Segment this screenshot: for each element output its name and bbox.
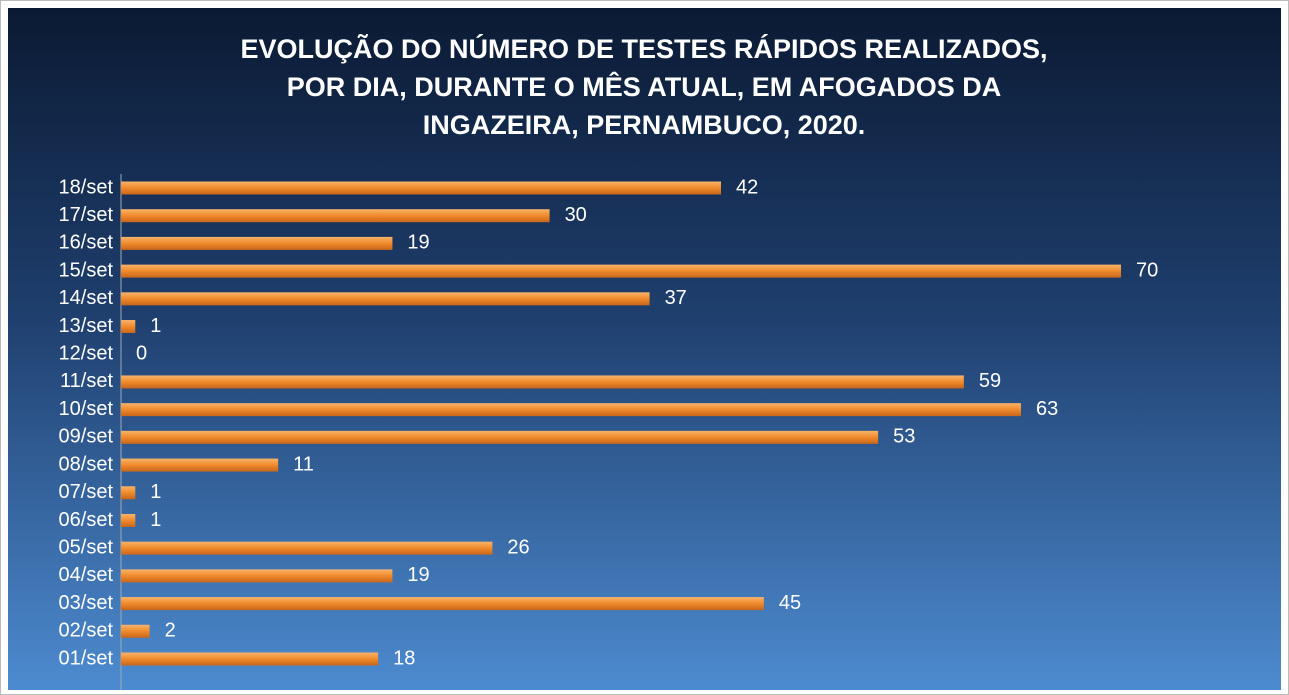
y-tick-label: 10/set	[59, 398, 114, 420]
y-tick-label: 01/set	[59, 647, 114, 669]
chart-title: EVOLUÇÃO DO NÚMERO DE TESTES RÁPIDOS REA…	[240, 33, 1047, 64]
data-label: 1	[150, 509, 161, 531]
bar	[121, 209, 550, 223]
y-tick-label: 05/set	[59, 536, 114, 558]
y-tick-label: 16/set	[59, 232, 114, 254]
y-tick-label: 13/set	[59, 315, 114, 337]
chart-title: POR DIA, DURANTE O MÊS ATUAL, EM AFOGADO…	[287, 71, 1002, 102]
y-tick-label: 17/set	[59, 204, 114, 226]
bar	[121, 236, 393, 250]
y-tick-label: 15/set	[59, 259, 114, 281]
y-tick-label: 07/set	[59, 481, 114, 503]
bar	[121, 430, 879, 444]
y-tick-label: 06/set	[59, 509, 114, 531]
data-label: 1	[150, 481, 161, 503]
data-label: 63	[1036, 398, 1058, 420]
data-label: 26	[507, 536, 529, 558]
y-tick-label: 18/set	[59, 176, 114, 198]
y-tick-label: 09/set	[59, 426, 114, 448]
data-label: 2	[165, 620, 176, 642]
data-label: 30	[565, 204, 587, 226]
y-tick-label: 02/set	[59, 620, 114, 642]
y-tick-label: 12/set	[59, 343, 114, 365]
y-tick-label: 08/set	[59, 453, 114, 475]
bar	[121, 624, 150, 638]
bar	[121, 569, 393, 583]
data-label: 19	[407, 564, 429, 586]
data-label: 53	[893, 426, 915, 448]
y-tick-label: 11/set	[60, 370, 113, 392]
bar	[121, 513, 136, 527]
data-label: 19	[407, 232, 429, 254]
data-label: 11	[293, 453, 314, 475]
data-label: 70	[1136, 259, 1158, 281]
data-label: 45	[779, 592, 801, 614]
y-tick-label: 14/set	[59, 287, 114, 309]
bar	[121, 486, 136, 500]
data-label: 18	[393, 647, 415, 669]
chart-title: INGAZEIRA, PERNAMBUCO, 2020.	[423, 110, 866, 140]
bar	[121, 458, 279, 472]
data-label: 59	[979, 370, 1001, 392]
data-label: 42	[736, 176, 758, 198]
bar	[121, 541, 493, 555]
bar	[121, 292, 650, 306]
bar	[121, 375, 964, 389]
data-label: 37	[665, 287, 687, 309]
data-label: 1	[150, 315, 161, 337]
bar	[121, 264, 1121, 278]
bar	[121, 652, 379, 666]
y-tick-label: 04/set	[59, 564, 114, 586]
y-tick-label: 03/set	[59, 592, 114, 614]
bar	[121, 403, 1021, 417]
bar	[121, 181, 721, 195]
bar	[121, 320, 136, 334]
bar	[121, 597, 764, 611]
data-label: 0	[136, 343, 147, 365]
